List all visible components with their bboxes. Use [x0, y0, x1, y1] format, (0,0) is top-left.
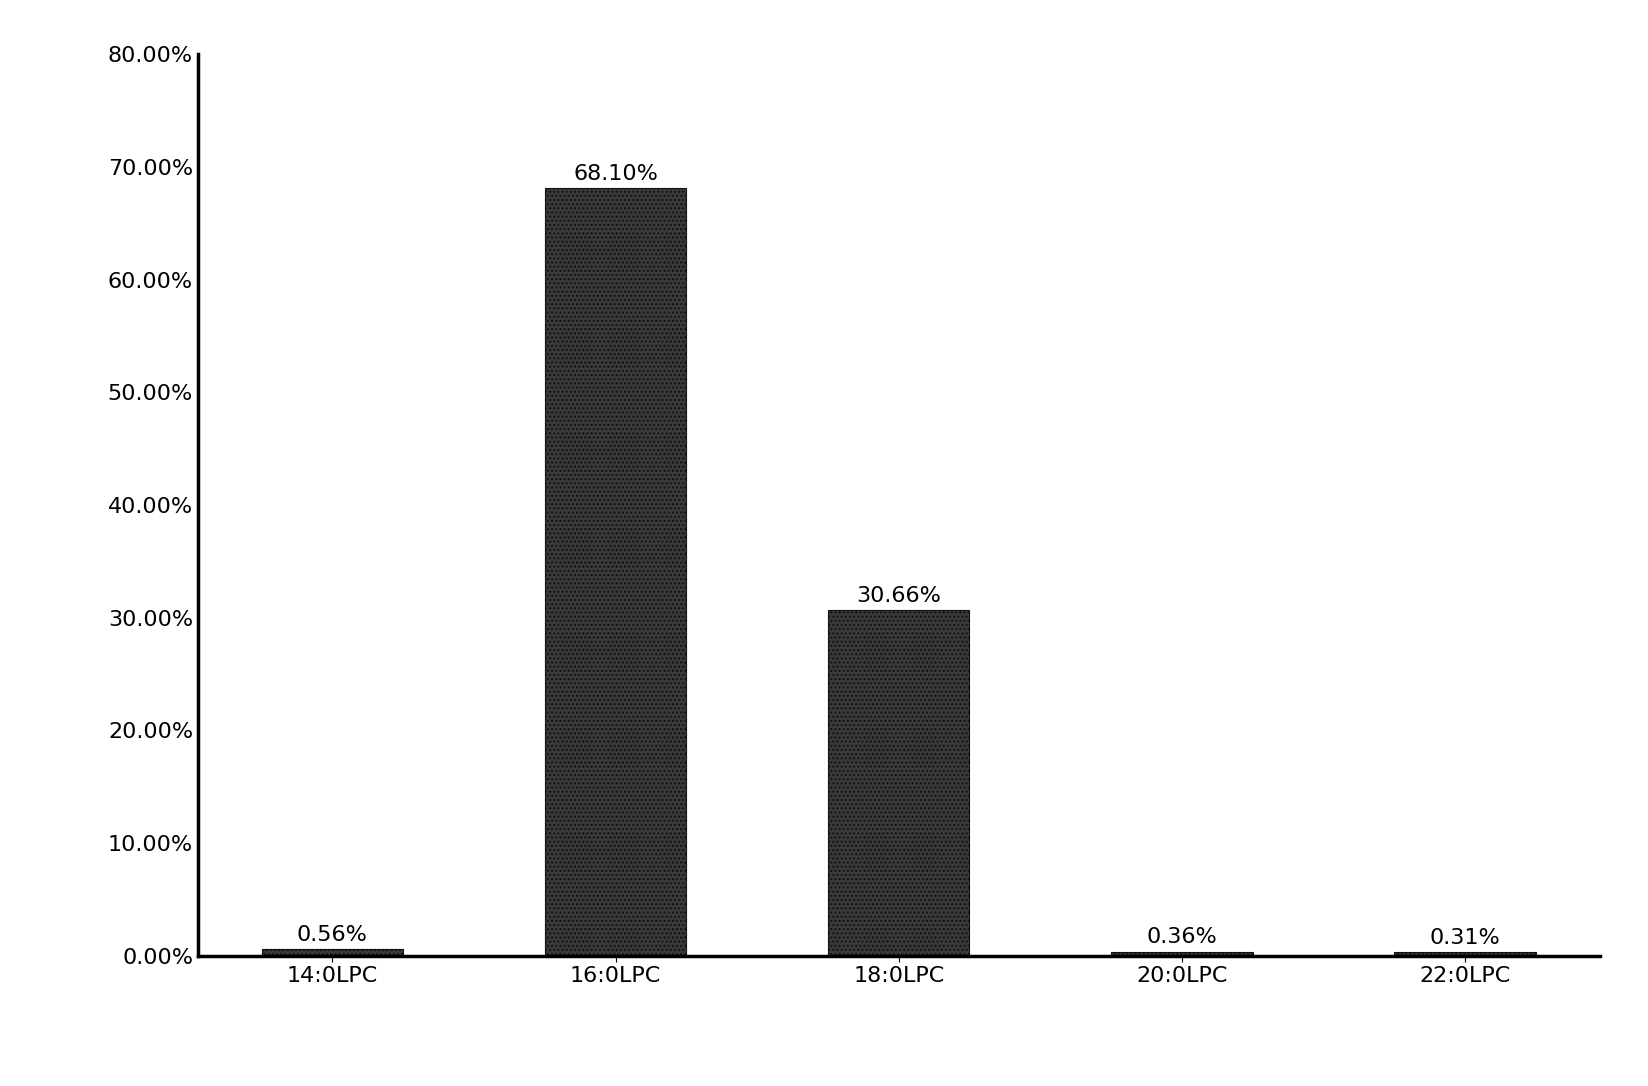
Bar — [262, 949, 402, 956]
Bar — [1111, 951, 1252, 956]
Text: 0.56%: 0.56% — [297, 925, 368, 945]
Text: 30.66%: 30.66% — [855, 585, 941, 606]
Bar — [1394, 952, 1534, 956]
Bar — [544, 188, 686, 956]
Bar — [827, 610, 969, 956]
Text: 0.36%: 0.36% — [1145, 927, 1216, 947]
Text: 68.10%: 68.10% — [574, 164, 658, 184]
Text: 0.31%: 0.31% — [1429, 927, 1500, 948]
